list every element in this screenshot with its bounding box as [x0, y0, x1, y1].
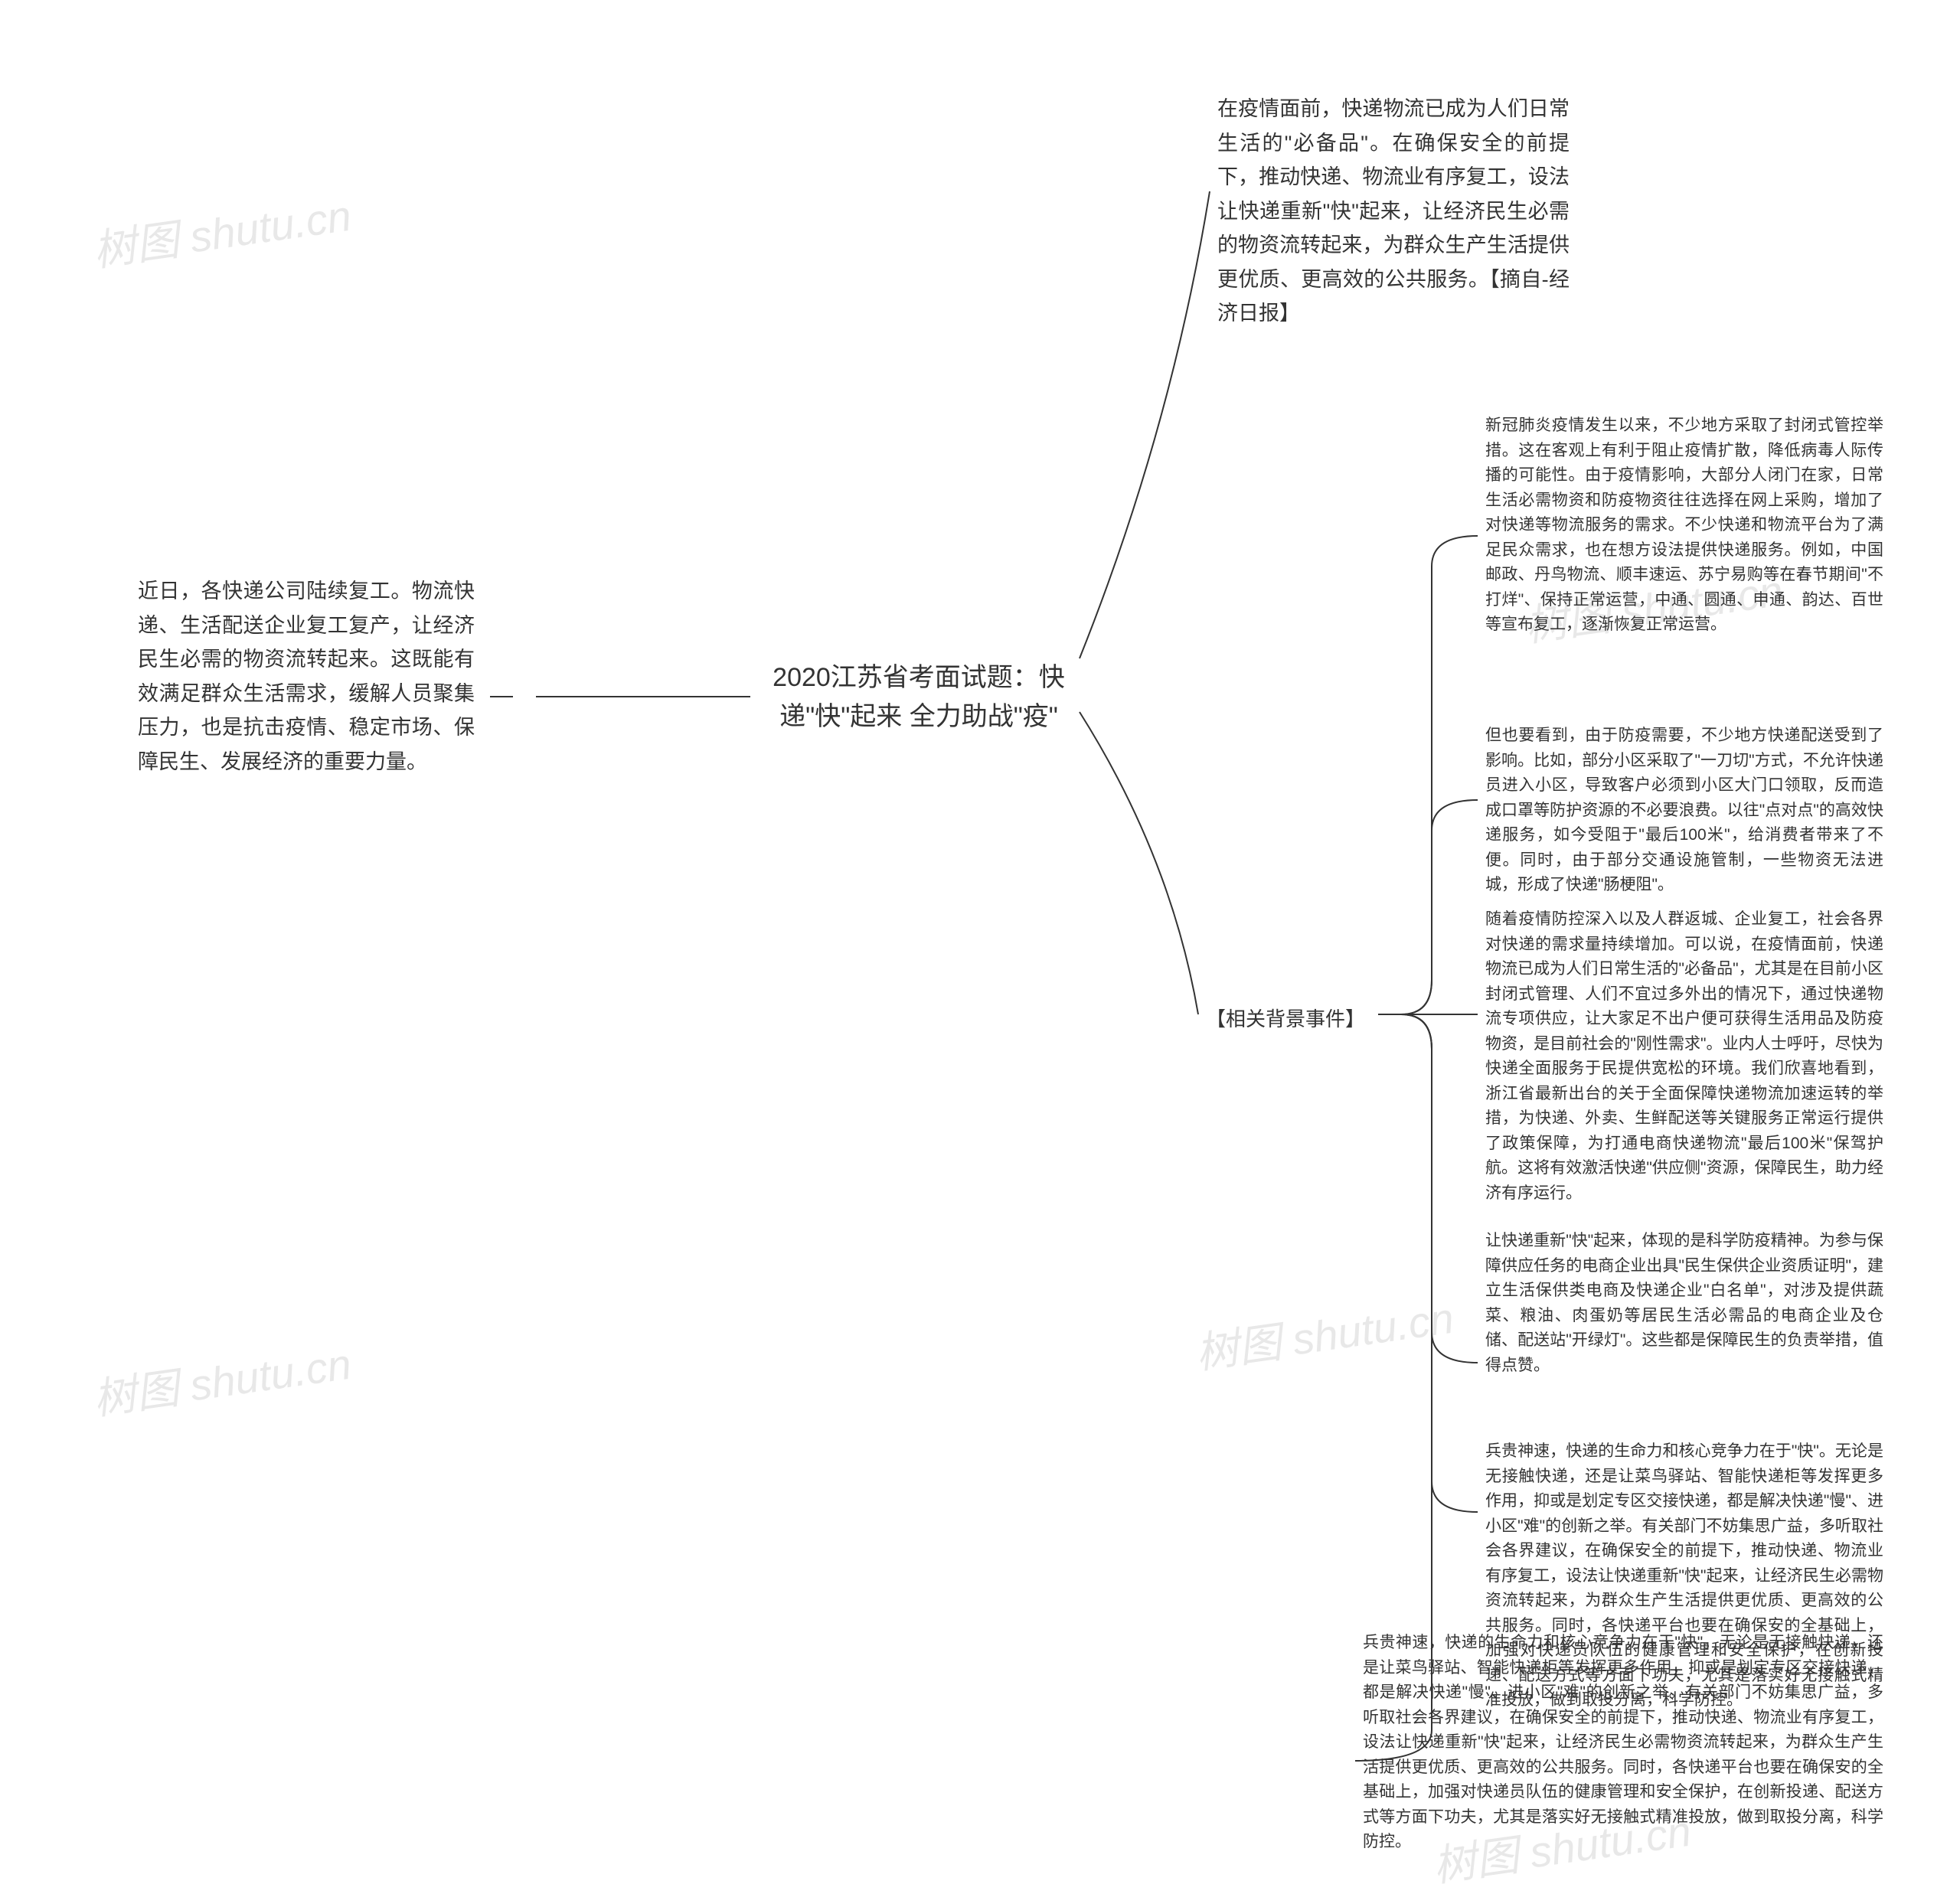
background-events-label: 【相关背景事件】: [1206, 1004, 1365, 1034]
detail-node: 兵贵神速，快递的生命力和核心竞争力在于"快"。无论是无接触快递，还是让菜鸟驿站、…: [1363, 1631, 1883, 1855]
watermark: 树图 shutu.cn: [1191, 1284, 1457, 1381]
top-right-summary-node: 在疫情面前，快递物流已成为人们日常生活的"必备品"。在确保安全的前提下，推动快递…: [1217, 92, 1570, 331]
watermark: 树图 shutu.cn: [89, 181, 354, 279]
watermark: 树图 shutu.cn: [89, 1330, 354, 1427]
left-summary-node: 近日，各快递公司陆续复工。物流快递、生活配送企业复工复产，让经济民生必需的物资流…: [138, 574, 475, 779]
center-node: 2020江苏省考面试题：快递"快"起来 全力助战"疫": [758, 658, 1080, 736]
detail-node: 但也要看到，由于防疫需要，不少地方快递配送受到了影响。比如，部分小区采取了"一刀…: [1485, 723, 1883, 898]
detail-node: 随着疫情防控深入以及人群返城、企业复工，社会各界对快递的需求量持续增加。可以说，…: [1485, 907, 1883, 1207]
detail-node: 让快递重新"快"起来，体现的是科学防疫精神。为参与保障供应任务的电商企业出具"民…: [1485, 1229, 1883, 1378]
detail-node: 新冠肺炎疫情发生以来，不少地方采取了封闭式管控举措。这在客观上有利于阻止疫情扩散…: [1485, 413, 1883, 638]
